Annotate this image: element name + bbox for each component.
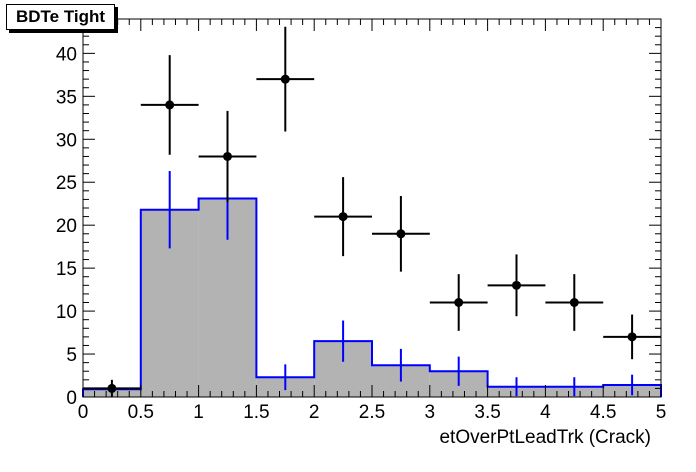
data-point (338, 212, 348, 222)
y-tick-label: 35 (56, 87, 77, 108)
histogram-outline (82, 197, 662, 397)
x-tick-label: 1 (193, 402, 204, 423)
y-tick-label: 40 (56, 44, 77, 65)
chart-title: BDTe Tight (6, 4, 116, 30)
data-point (512, 280, 521, 290)
data-point (280, 74, 290, 84)
y-tick-label: 20 (56, 216, 77, 237)
data-point (396, 229, 406, 239)
y-tick-label: 25 (56, 173, 77, 194)
y-tick-label: 15 (56, 259, 77, 280)
x-tick-label: 1.5 (243, 402, 269, 423)
data-point (165, 100, 175, 110)
data-points-layer (83, 26, 661, 397)
data-point (107, 383, 117, 393)
x-tick-label: 5 (656, 402, 667, 423)
data-point (454, 298, 464, 307)
y-tick-label: 5 (66, 345, 77, 366)
x-axis-title: etOverPtLeadTrk (Crack) (439, 427, 651, 448)
y-axis-ticks: 0 5 10 15 20 25 30 35 40 (56, 18, 661, 409)
y-tick-label: 30 (56, 130, 77, 151)
x-tick-label: 2.5 (359, 402, 385, 423)
data-point (627, 332, 637, 342)
x-tick-label: 0 (78, 402, 89, 423)
x-tick-label: 0.5 (128, 402, 154, 423)
y-tick-label: 0 (66, 388, 77, 409)
x-tick-label: 4.5 (590, 402, 616, 423)
x-tick-label: 2 (309, 402, 320, 423)
x-tick-label: 3.5 (474, 402, 500, 423)
y-tick-label: 10 (56, 302, 77, 323)
data-point (569, 298, 579, 307)
x-tick-label: 4 (540, 402, 551, 423)
x-axis-ticks: 0 0.5 1 1.5 2 2.5 3 3.5 4 4.5 5 (78, 19, 667, 423)
x-tick-label: 3 (425, 402, 436, 423)
data-point (223, 151, 232, 161)
